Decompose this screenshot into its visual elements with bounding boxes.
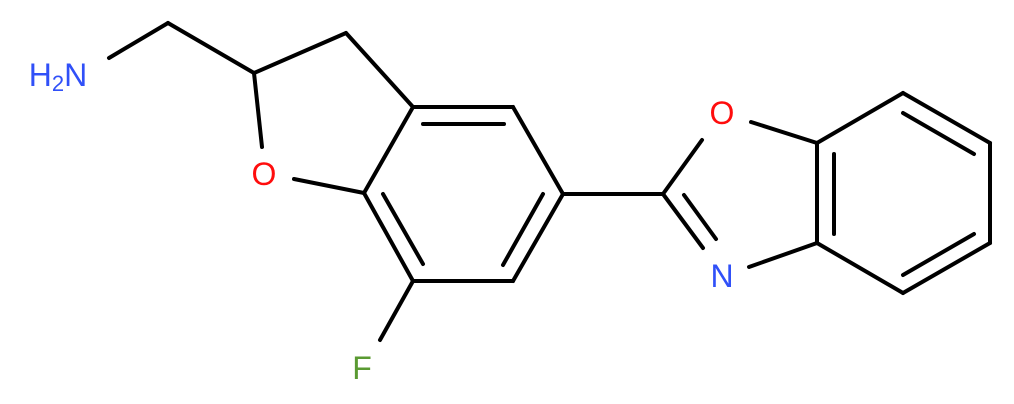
bond-c7a-c3a (362, 105, 415, 195)
amine-label: H2N (29, 57, 87, 96)
bond-c2-o1 (252, 71, 264, 149)
bonds (107, 21, 992, 342)
bond-c5prime-c4prime-inner (901, 232, 976, 277)
oxazole-oxygen-label: O (710, 95, 735, 131)
bond-c7-c7a (362, 191, 415, 283)
bond-c7-c7a-inner (381, 192, 425, 266)
bond-c4-c5 (511, 105, 565, 196)
bond-c7prime-c6prime-inner (901, 111, 976, 156)
fluorine-label: F (352, 350, 372, 386)
bond-c5-c6-inner (501, 192, 545, 267)
bond-c5-c6 (511, 192, 565, 283)
bond-c2prime-o (661, 138, 704, 196)
bond-c2-c3 (252, 31, 348, 75)
atom-labels: H2N O F O N (29, 57, 735, 386)
bond-o1-c7a (292, 177, 366, 195)
bond-c2prime-n-inner (682, 193, 718, 241)
bond-o-c7aprime (749, 120, 819, 145)
bond-c2prime-n (661, 192, 705, 250)
bond-c4prime-c3aprime (815, 241, 905, 295)
bond-n-ch2 (107, 21, 170, 60)
oxazole-nitrogen-label: N (710, 258, 733, 294)
bond-c5prime-c4prime (901, 241, 992, 295)
bond-c7-f (378, 279, 415, 342)
bond-c3-c3a (344, 31, 415, 109)
bond-c7prime-c6prime (901, 91, 992, 145)
bond-n-c3aprime (747, 241, 819, 269)
furan-oxygen-label: O (252, 156, 277, 192)
bond-c7aprime-c7prime (815, 91, 905, 145)
bond-ch2-c2 (166, 21, 256, 75)
